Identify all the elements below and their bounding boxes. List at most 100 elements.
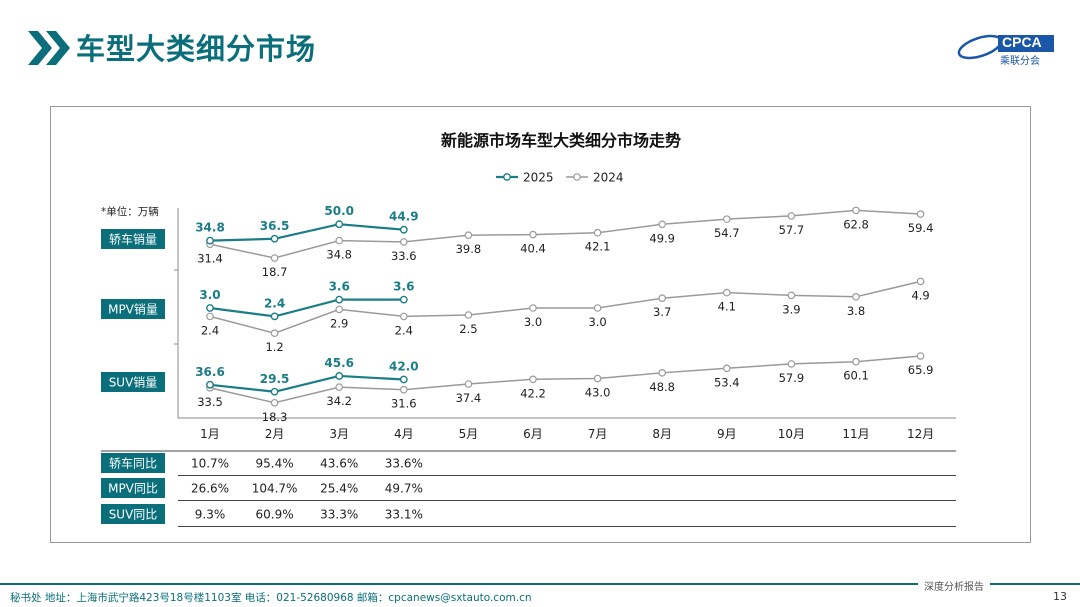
page-title: 车型大类细分市场 xyxy=(76,32,317,66)
x-tick-label: 3月 xyxy=(329,427,349,441)
data-point-2024 xyxy=(916,277,925,286)
data-point-2024 xyxy=(270,254,279,262)
legend-marker-2024 xyxy=(573,173,581,181)
data-label-2024: 31.4 xyxy=(197,251,223,265)
footer-tag: 深度分析报告 xyxy=(918,578,990,593)
data-point-2025 xyxy=(399,225,408,234)
chart-title: 新能源市场车型大类细分市场走势 xyxy=(441,131,681,150)
table-cell: 33.1% xyxy=(385,508,423,522)
data-point-2025 xyxy=(206,380,214,389)
data-point-2024 xyxy=(270,398,279,407)
data-point-2024 xyxy=(593,228,602,237)
data-label-2024: 4.9 xyxy=(911,288,929,302)
x-tick-label: 6月 xyxy=(523,427,543,441)
data-point-2025 xyxy=(206,304,214,312)
data-point-2024 xyxy=(852,357,860,366)
table-cell: 33.3% xyxy=(320,508,358,522)
data-label-2024: 48.8 xyxy=(649,380,675,394)
table-cell: 10.7% xyxy=(191,457,229,471)
legend-label-2024: 2024 xyxy=(593,171,624,185)
x-tick-label: 11月 xyxy=(842,427,869,441)
data-point-2025 xyxy=(270,312,279,321)
table-cell: 95.4% xyxy=(256,457,294,471)
chevron-double-icon xyxy=(28,31,70,65)
data-label-2025: 36.6 xyxy=(195,365,225,379)
data-label-2025: 45.6 xyxy=(324,356,354,370)
footer-divider xyxy=(0,583,1080,585)
data-label-2024: 31.6 xyxy=(391,397,417,411)
data-point-2024 xyxy=(852,206,860,215)
x-tick-label: 10月 xyxy=(778,427,805,441)
data-point-2025 xyxy=(399,375,408,384)
data-label-2024: 18.7 xyxy=(262,265,288,279)
table-row-label-box xyxy=(101,478,165,498)
data-label-2025: 3.6 xyxy=(393,280,414,294)
series-line-2025 xyxy=(209,374,404,393)
x-tick-label: 9月 xyxy=(717,427,737,441)
x-tick-label: 7月 xyxy=(588,427,608,441)
data-label-2024: 43.0 xyxy=(585,386,611,400)
data-label-2024: 39.8 xyxy=(456,242,482,256)
data-point-2025 xyxy=(206,236,214,245)
logo-subtitle: 乘联分会 xyxy=(1000,56,1040,67)
data-point-2024 xyxy=(787,291,796,300)
data-point-2024 xyxy=(722,288,731,297)
data-label-2024: 4.1 xyxy=(718,300,736,314)
data-label-2024: 57.7 xyxy=(779,223,805,237)
data-label-2024: 1.2 xyxy=(265,340,283,354)
table-cell: 25.4% xyxy=(320,482,358,496)
data-point-2024 xyxy=(852,292,860,301)
x-tick-label: 8月 xyxy=(652,427,672,441)
series-line-2024 xyxy=(209,280,921,334)
panel-label: MPV销量 xyxy=(108,303,158,317)
data-point-2024 xyxy=(787,360,796,368)
page-number: 13 xyxy=(1053,590,1067,603)
table-cell: 60.9% xyxy=(256,508,294,522)
data-point-2024 xyxy=(335,236,344,245)
data-label-2024: 49.9 xyxy=(649,231,675,245)
chart-frame xyxy=(50,106,1031,543)
data-point-2024 xyxy=(464,311,473,319)
legend-label-2025: 2025 xyxy=(523,171,554,185)
data-label-2024: 2.9 xyxy=(330,316,348,330)
panel-label: 轿车销量 xyxy=(109,232,157,247)
data-label-2024: 3.9 xyxy=(782,302,800,316)
data-label-2024: 33.5 xyxy=(197,395,223,409)
data-point-2025 xyxy=(270,387,279,396)
data-label-2025: 34.8 xyxy=(195,221,225,235)
series-line-2025 xyxy=(209,223,404,242)
panel-label: SUV销量 xyxy=(109,376,158,390)
data-point-2025 xyxy=(335,372,344,380)
data-point-2024 xyxy=(399,385,408,394)
data-label-2025: 44.9 xyxy=(389,210,419,224)
data-label-2024: 3.7 xyxy=(653,305,671,319)
data-label-2025: 3.0 xyxy=(199,288,220,302)
cpca-logo xyxy=(957,34,1054,60)
data-label-2024: 42.2 xyxy=(520,386,546,400)
data-label-2024: 2.5 xyxy=(459,322,477,336)
panel-label-box xyxy=(101,299,165,319)
data-point-2024 xyxy=(464,231,473,240)
data-point-2024 xyxy=(658,220,667,229)
x-tick-label: 4月 xyxy=(394,427,414,441)
x-tick-label: 5月 xyxy=(459,427,479,441)
table-row-label: SUV同比 xyxy=(109,508,158,522)
data-label-2024: 3.0 xyxy=(524,315,542,329)
data-point-2024 xyxy=(399,312,408,321)
data-label-2024: 37.4 xyxy=(456,391,482,405)
panel-label-box xyxy=(101,229,165,249)
data-label-2024: 2.4 xyxy=(395,323,413,337)
data-point-2025 xyxy=(335,220,344,229)
data-point-2024 xyxy=(722,215,731,223)
data-point-2024 xyxy=(529,230,537,239)
data-label-2024: 40.4 xyxy=(520,242,546,256)
x-tick-label: 2月 xyxy=(265,427,285,441)
data-point-2024 xyxy=(206,312,214,321)
data-label-2024: 60.1 xyxy=(843,369,869,383)
data-point-2024 xyxy=(399,238,408,246)
data-point-2024 xyxy=(270,329,279,338)
table-cell: 104.7% xyxy=(252,482,298,496)
footer-contact: 秘书处 地址：上海市武宁路423号18号楼1103室 电话：021-526809… xyxy=(10,592,532,604)
table-cell: 43.6% xyxy=(320,457,358,471)
